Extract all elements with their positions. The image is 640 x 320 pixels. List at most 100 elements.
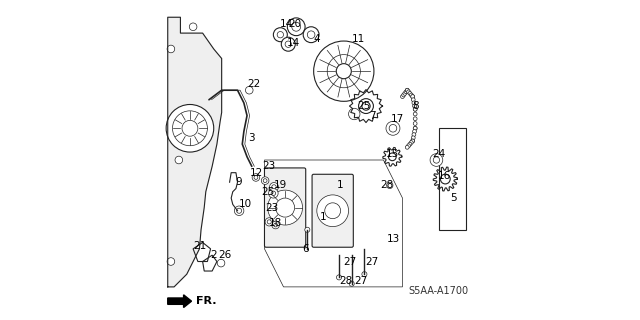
Circle shape: [246, 86, 253, 94]
Text: 13: 13: [387, 234, 399, 244]
Text: 20: 20: [288, 19, 301, 28]
Text: 11: 11: [351, 35, 365, 44]
Circle shape: [274, 223, 278, 227]
Circle shape: [173, 111, 207, 146]
Text: 1: 1: [320, 212, 326, 222]
Circle shape: [413, 126, 417, 130]
Circle shape: [411, 95, 415, 99]
Circle shape: [362, 102, 370, 110]
Text: 19: 19: [274, 180, 287, 190]
Circle shape: [413, 112, 417, 116]
Circle shape: [268, 190, 303, 225]
Circle shape: [401, 95, 404, 99]
Circle shape: [411, 139, 415, 143]
Circle shape: [362, 272, 367, 277]
Circle shape: [324, 203, 340, 219]
FancyBboxPatch shape: [312, 174, 353, 247]
Circle shape: [405, 145, 409, 149]
Circle shape: [273, 28, 287, 42]
Circle shape: [358, 99, 373, 114]
Circle shape: [410, 93, 413, 97]
Text: 28: 28: [339, 276, 352, 285]
Circle shape: [167, 258, 175, 265]
Text: 14: 14: [280, 19, 293, 28]
Text: S5AA-A1700: S5AA-A1700: [409, 286, 469, 296]
Circle shape: [388, 153, 396, 161]
Circle shape: [267, 220, 271, 224]
Polygon shape: [168, 295, 191, 308]
Text: 15: 15: [386, 149, 399, 159]
Text: 2: 2: [211, 250, 217, 260]
Circle shape: [336, 64, 351, 79]
Circle shape: [412, 136, 415, 140]
Circle shape: [413, 117, 417, 121]
Circle shape: [413, 107, 417, 111]
Text: 9: 9: [236, 177, 243, 187]
Circle shape: [254, 176, 258, 179]
Circle shape: [406, 144, 410, 148]
Circle shape: [272, 185, 276, 189]
Polygon shape: [168, 17, 221, 287]
Text: 25: 25: [357, 101, 371, 111]
Text: 22: 22: [247, 79, 260, 89]
Circle shape: [237, 208, 242, 213]
Text: 25: 25: [262, 187, 275, 197]
Text: 1: 1: [337, 180, 344, 190]
Text: 7: 7: [369, 111, 376, 121]
Circle shape: [261, 177, 269, 184]
Circle shape: [287, 18, 305, 36]
Circle shape: [277, 32, 284, 38]
Circle shape: [234, 206, 244, 215]
Circle shape: [292, 22, 301, 31]
Circle shape: [263, 179, 267, 182]
Circle shape: [405, 88, 409, 92]
Text: 12: 12: [250, 168, 263, 178]
Circle shape: [349, 108, 360, 120]
Text: FR.: FR.: [196, 296, 216, 306]
Circle shape: [430, 154, 443, 166]
Text: 23: 23: [265, 203, 278, 212]
Circle shape: [305, 227, 310, 232]
Circle shape: [411, 95, 415, 99]
Circle shape: [314, 41, 374, 101]
Circle shape: [413, 130, 417, 133]
Circle shape: [440, 174, 450, 184]
Circle shape: [433, 157, 440, 163]
Circle shape: [412, 98, 415, 102]
Circle shape: [272, 221, 280, 229]
Circle shape: [405, 88, 409, 92]
Circle shape: [167, 45, 175, 53]
Text: 27: 27: [365, 257, 379, 267]
Circle shape: [408, 142, 412, 146]
Circle shape: [408, 92, 412, 95]
Circle shape: [404, 90, 408, 94]
Text: 24: 24: [433, 149, 445, 159]
Circle shape: [166, 105, 214, 152]
Circle shape: [285, 41, 291, 47]
FancyBboxPatch shape: [264, 168, 306, 247]
Text: 26: 26: [218, 250, 232, 260]
Text: 23: 23: [262, 161, 276, 171]
Circle shape: [303, 27, 319, 43]
Text: 5: 5: [450, 193, 456, 203]
Circle shape: [182, 120, 198, 136]
Circle shape: [413, 107, 417, 111]
Circle shape: [412, 133, 416, 137]
Circle shape: [406, 90, 410, 94]
Text: 27: 27: [355, 276, 368, 285]
Circle shape: [327, 55, 360, 88]
Text: 17: 17: [391, 114, 404, 124]
Text: 3: 3: [248, 133, 255, 143]
Circle shape: [413, 126, 417, 130]
Text: 27: 27: [344, 257, 356, 267]
Text: 14: 14: [287, 38, 300, 48]
Circle shape: [403, 92, 407, 95]
Text: 16: 16: [438, 171, 451, 181]
Circle shape: [411, 139, 415, 143]
Circle shape: [269, 188, 278, 198]
Circle shape: [269, 182, 278, 191]
Circle shape: [386, 121, 400, 135]
Circle shape: [413, 104, 417, 108]
Circle shape: [349, 281, 355, 286]
Circle shape: [276, 198, 294, 217]
